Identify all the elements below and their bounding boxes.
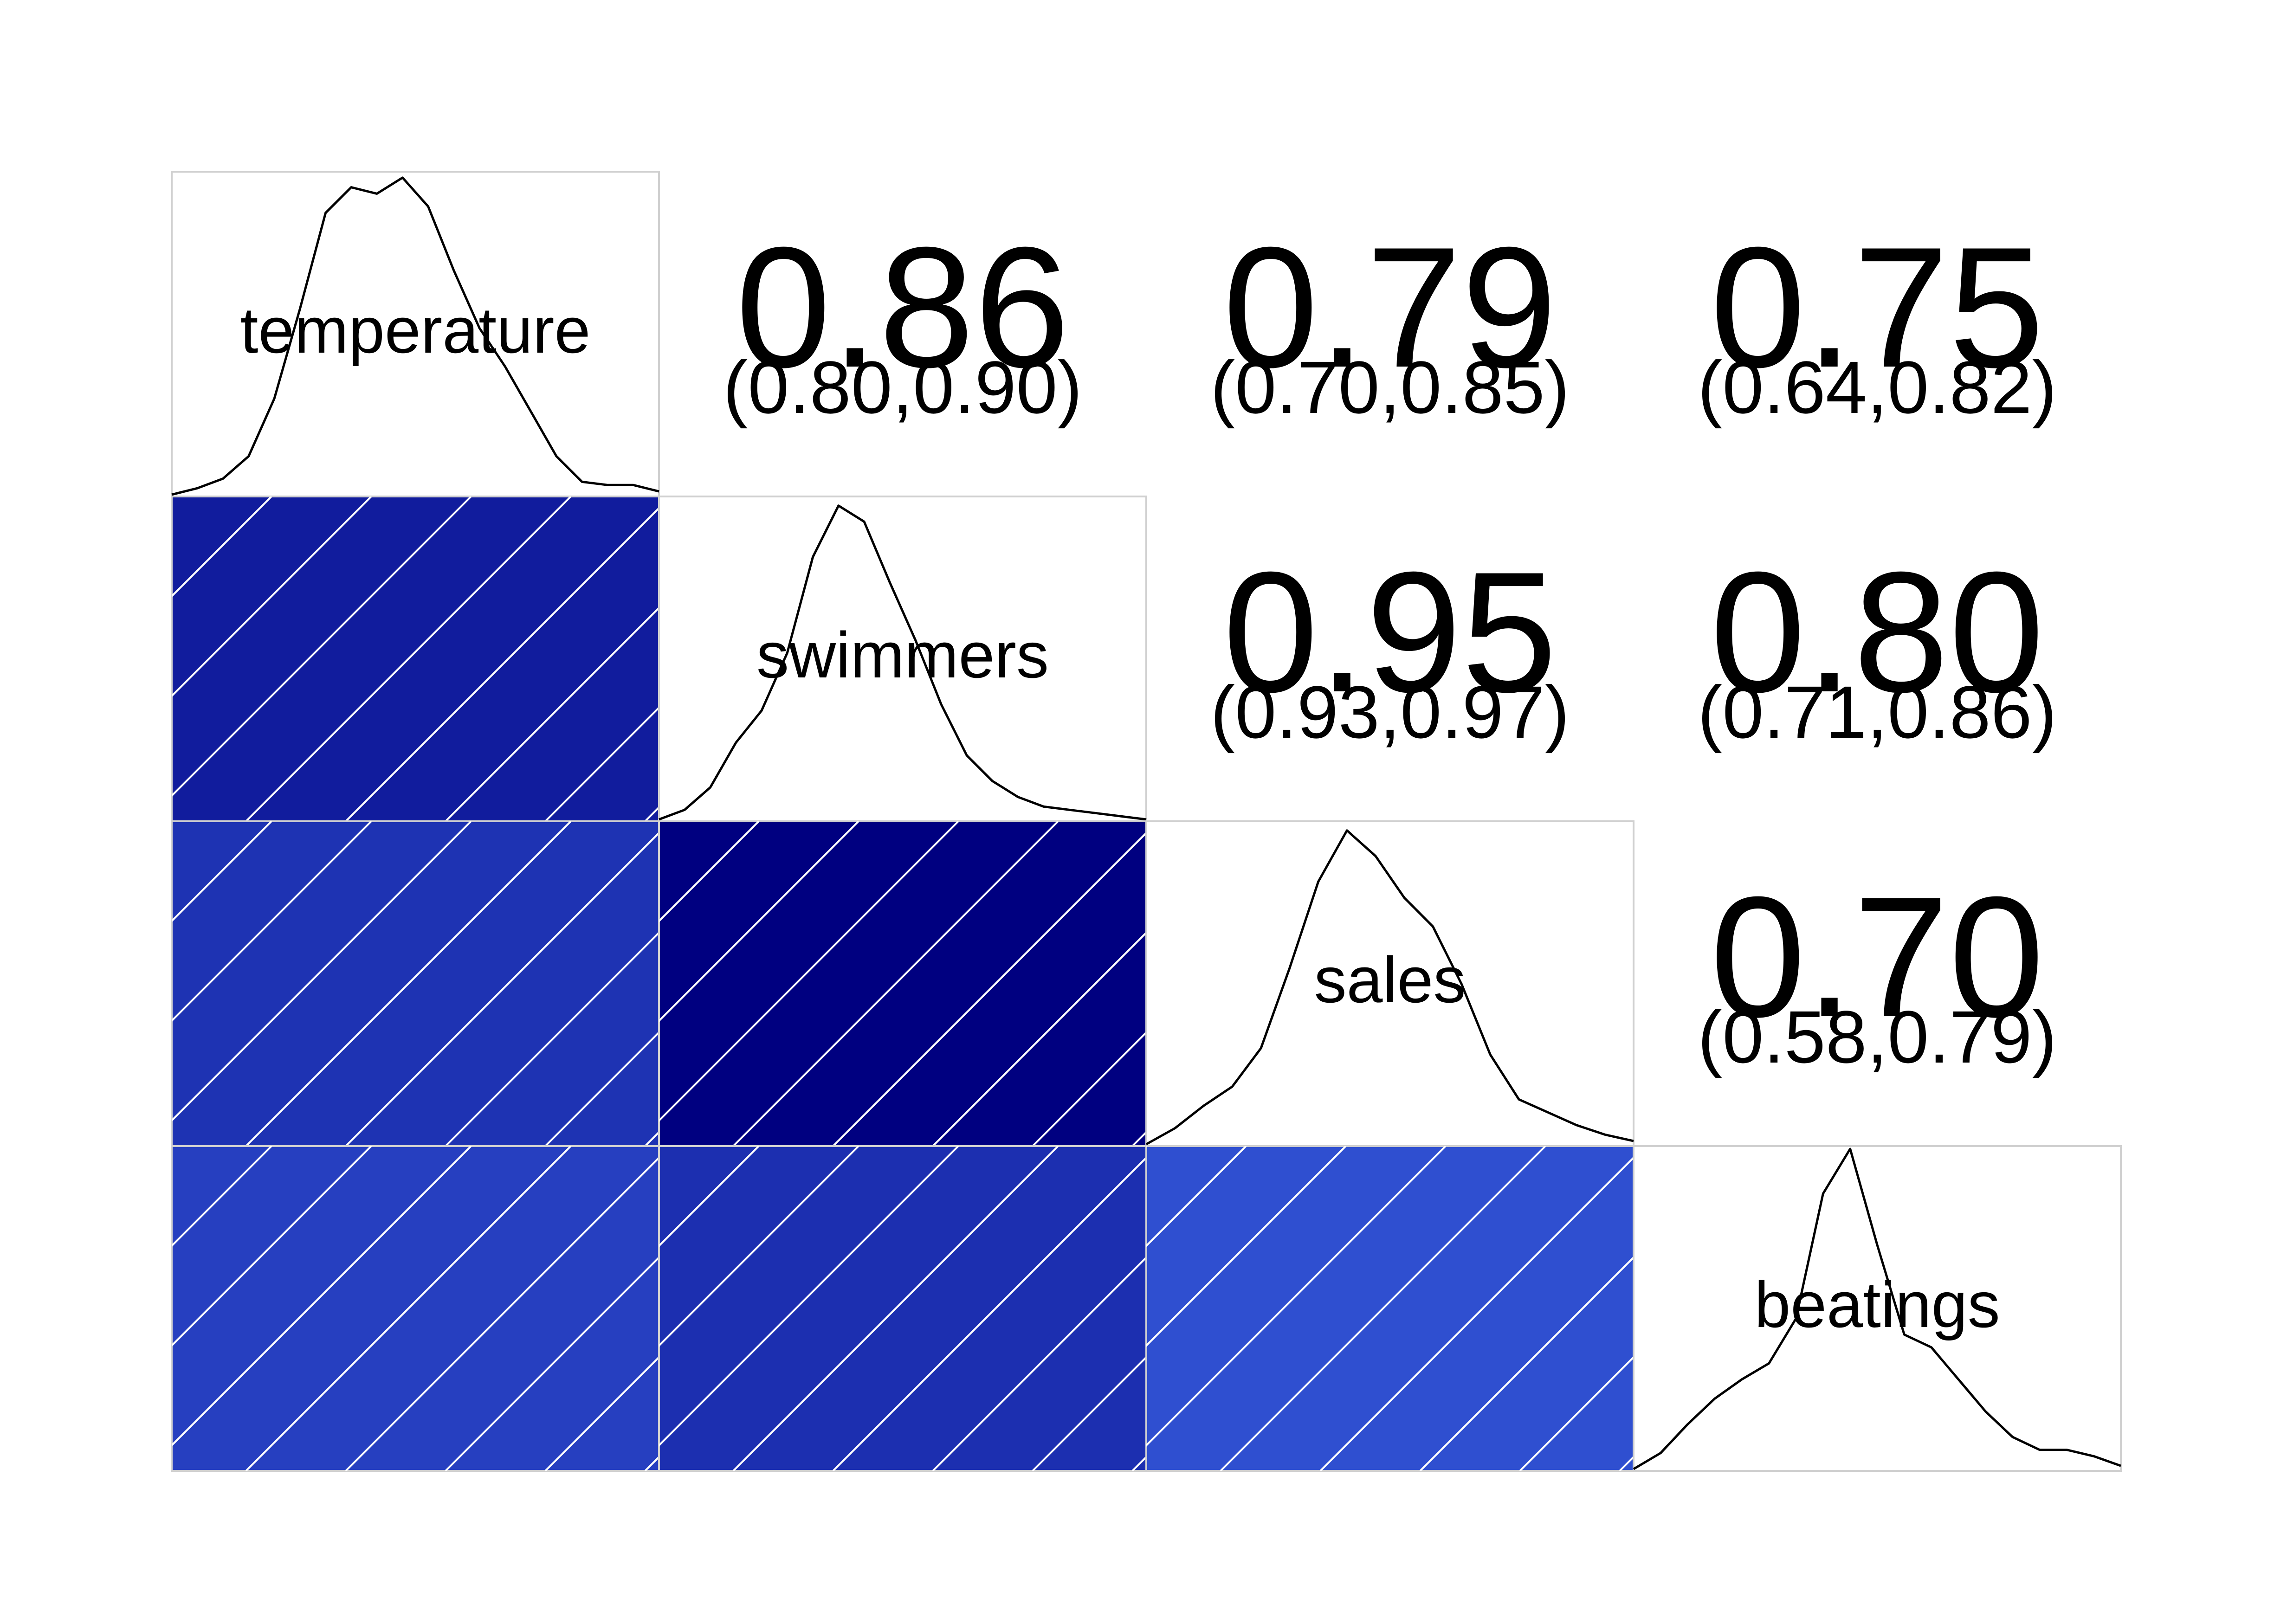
hatch-line	[659, 1146, 859, 1347]
hatch-line	[245, 496, 572, 821]
hatch-line	[172, 1146, 272, 1247]
hatch-lines	[172, 821, 659, 1146]
hatch-line	[1032, 1356, 1146, 1471]
variable-label-swimmers: swimmers	[756, 619, 1049, 691]
hatch-line	[345, 1156, 659, 1471]
hatch-line	[1419, 1256, 1634, 1471]
hatch-line	[1146, 1146, 1247, 1247]
confidence-interval-label: (0.70,0.85)	[1210, 346, 1570, 429]
hatch-line	[445, 606, 659, 821]
hatch-line	[172, 821, 372, 1022]
correlation-tile-sales-temperature	[171, 820, 660, 1147]
variable-label-beatings: beatings	[1754, 1268, 2000, 1341]
hatch-line	[659, 821, 959, 1122]
hatch-line	[172, 496, 372, 697]
confidence-interval-label: (0.64,0.82)	[1698, 346, 2057, 429]
variable-label-sales: sales	[1314, 943, 1466, 1016]
correlation-tile-sales-swimmers	[658, 820, 1147, 1147]
correlation-value-label: 0.80	[1710, 536, 2044, 728]
hatch-line	[659, 821, 859, 1022]
hatch-line	[732, 821, 1059, 1146]
hatch-line	[1220, 1146, 1546, 1471]
correlation-value-label: 0.86	[736, 212, 1070, 403]
hatch-line	[659, 1146, 959, 1447]
hatch-lines	[659, 821, 1146, 1146]
hatch-line	[932, 1256, 1146, 1471]
hatch-line	[659, 821, 760, 922]
hatch-line	[544, 706, 659, 821]
correlation-value-label: 0.79	[1223, 212, 1557, 403]
correlation-tile-beatings-sales	[1145, 1145, 1634, 1472]
hatch-lines	[172, 1146, 659, 1471]
diagonal-panel-swimmers	[658, 496, 1147, 822]
hatch-line	[1032, 1031, 1146, 1146]
hatch-line	[732, 1146, 1059, 1471]
correlation-value-label: 0.70	[1710, 861, 2044, 1053]
density-curve-swimmers	[659, 504, 1147, 821]
diagonal-panel-beatings	[1633, 1145, 2122, 1472]
matrix-cells: temperature 0.86(0.80,0.90) 0.79(0.70,0.85…	[171, 171, 2122, 1472]
hatch-line	[544, 1356, 659, 1471]
hatch-line	[1146, 1146, 1447, 1447]
hatch-line	[445, 1256, 659, 1471]
correlation-value-label: 0.75	[1710, 212, 2044, 403]
hatch-lines	[659, 1146, 1146, 1471]
confidence-interval-label: (0.93,0.97)	[1210, 670, 1570, 754]
hatch-line	[172, 496, 173, 498]
hatch-line	[172, 496, 272, 598]
density-curve-sales	[1145, 829, 1634, 1146]
hatch-lines	[1146, 1146, 1634, 1471]
hatch-line	[832, 831, 1146, 1146]
hatch-line	[245, 1146, 572, 1471]
hatch-line	[172, 821, 272, 922]
hatch-line	[172, 1146, 173, 1147]
confidence-interval-label: (0.58,0.79)	[1698, 995, 2057, 1078]
hatch-line	[832, 1156, 1146, 1471]
hatch-line	[245, 821, 572, 1146]
hatch-line	[1146, 1146, 1347, 1347]
correlation-tile-beatings-temperature	[171, 1145, 660, 1472]
hatch-line	[172, 821, 173, 823]
confidence-interval-label: (0.80,0.90)	[723, 346, 1082, 429]
hatch-line	[445, 931, 659, 1146]
density-curve-temperature	[171, 176, 659, 496]
correlation-value-label: 0.95	[1223, 536, 1557, 728]
hatch-line	[544, 1031, 659, 1146]
correlation-tile-swimmers-temperature	[171, 496, 660, 822]
confidence-interval-label: (0.71,0.86)	[1698, 670, 2057, 754]
hatch-line	[172, 496, 472, 797]
hatch-line	[172, 1146, 372, 1347]
hatch-line	[345, 507, 659, 821]
hatch-line	[1319, 1156, 1634, 1471]
hatch-line	[345, 831, 659, 1146]
hatch-lines	[172, 496, 659, 821]
hatch-line	[659, 1146, 760, 1247]
hatch-line	[172, 1146, 472, 1447]
density-curve-beatings	[1633, 1147, 2121, 1470]
hatch-line	[172, 821, 472, 1122]
hatch-line	[932, 931, 1146, 1146]
variable-label-temperature: temperature	[240, 294, 591, 367]
diagonal-panel-temperature	[171, 171, 660, 497]
hatch-line	[1519, 1356, 1634, 1471]
correlation-tile-beatings-swimmers	[658, 1145, 1147, 1472]
